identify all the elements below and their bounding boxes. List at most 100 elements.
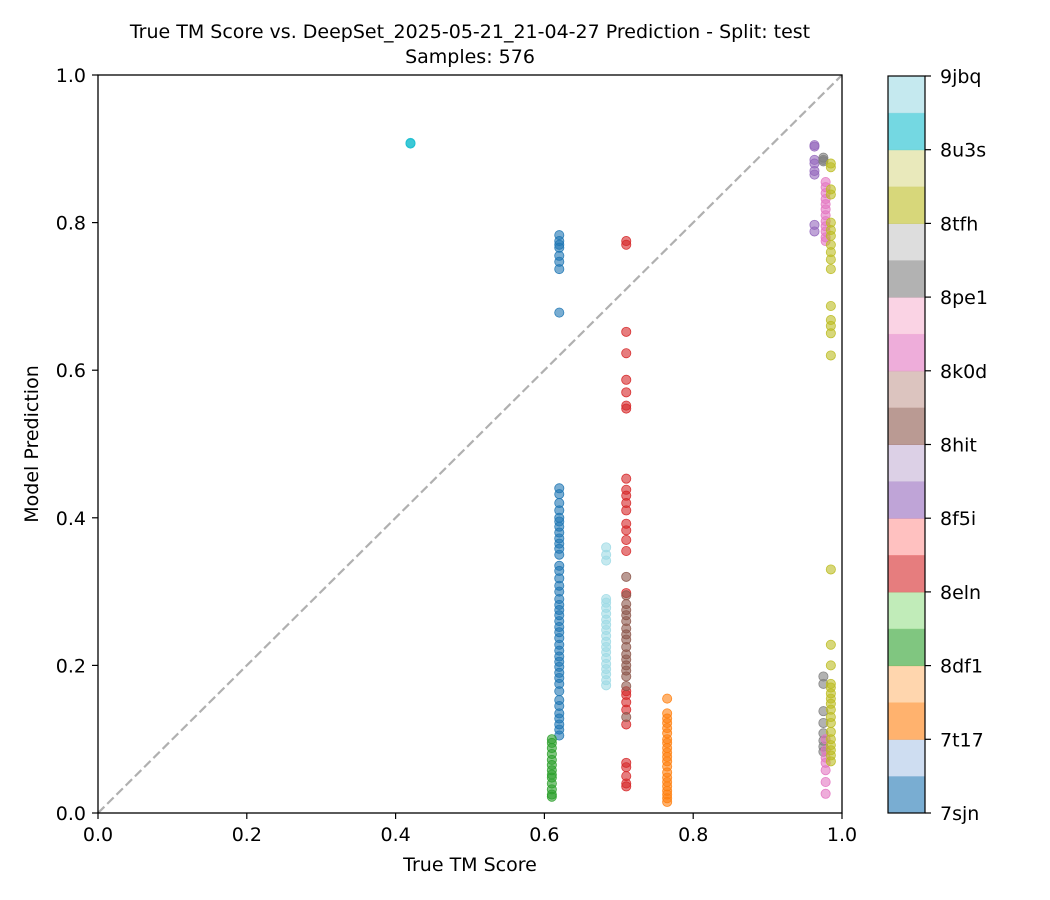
y-axis: 0.0 0.2 0.4 0.6 0.8 1.0 [56,65,98,825]
data-point [621,473,632,484]
data-point [809,169,820,180]
y-axis-label: Model Prediction [21,365,43,522]
x-tick-label: 0.2 [232,824,262,846]
x-tick-label: 0.6 [529,824,559,846]
colorbar-segment [888,739,925,777]
colorbar-label: 7sjn [940,803,979,825]
x-tick-label: 0.4 [380,824,410,846]
colorbar-segment [888,186,925,224]
colorbar-segment [888,481,925,519]
colorbar-segment [888,628,925,667]
data-point [825,756,836,767]
colorbar-segment [888,112,925,151]
data-point [825,189,836,200]
x-axis-label: True TM Score [402,854,537,876]
x-tick-label: 0.8 [678,824,708,846]
colorbar-label: 7t17 [940,729,984,751]
colorbar-segment [888,260,925,298]
colorbar-label: 8pe1 [940,287,988,309]
data-point [554,489,565,500]
colorbar: 7sjn 7t17 8df1 8eln 8f5i 8hit 8k0d 8pe1 8tfh 8u3s… [887,66,988,825]
data-point [621,239,632,250]
data-point [825,300,836,311]
data-point [621,374,632,385]
colorbar-segment [888,776,925,814]
data-point [825,264,836,275]
y-tick-label: 0.6 [56,360,86,382]
colorbar-label: 9jbq [940,66,982,88]
data-point [601,555,612,566]
data-point [825,717,836,728]
colorbar-label: 8k0d [940,361,987,383]
chart-title: True TM Score vs. DeepSet_2025-05-21_21-… [129,21,810,43]
y-tick-label: 0.8 [56,213,86,235]
data-point [621,781,632,792]
y-tick-label: 0.4 [56,508,86,530]
data-point [809,141,820,152]
data-point [825,639,836,650]
data-point [621,348,632,359]
colorbar-segment [888,370,925,409]
colorbar-segment [888,702,925,740]
data-point [825,230,836,241]
data-point [621,403,632,414]
data-point [621,326,632,337]
data-point [621,571,632,582]
colorbar-segment [888,665,925,703]
data-point [825,162,836,173]
colorbar-segment [888,407,925,445]
colorbar-segment [888,518,925,556]
data-point [621,590,632,601]
data-point [621,505,632,516]
plot-frame [97,74,843,814]
data-point [825,564,836,575]
x-axis: 0.0 0.2 0.4 0.6 0.8 1.0 [83,813,857,846]
data-point [621,712,632,723]
data-point [621,387,632,398]
data-point [621,546,632,557]
y-tick-label: 1.0 [56,65,86,87]
data-point [820,788,831,799]
data-point [554,307,565,318]
data-point [809,226,820,237]
colorbar-segment [888,333,925,372]
data-point [825,254,836,265]
colorbar-segment [888,444,925,482]
colorbar-label: 8u3s [940,140,986,162]
diagonal-reference-line [97,74,843,814]
colorbar-segment [888,149,925,188]
chart-subtitle: Samples: 576 [405,46,535,68]
data-point [621,525,632,536]
colorbar-segment [888,76,925,114]
x-tick-label: 1.0 [827,824,857,846]
data-point [554,686,565,697]
y-tick-label: 0.0 [56,803,86,825]
data-point [820,777,831,788]
colorbar-label: 8f5i [940,508,976,530]
data-point [621,534,632,545]
colorbar-label: 8hit [940,435,977,457]
data-point [662,796,673,807]
data-point [405,138,416,149]
y-tick-label: 0.2 [56,655,86,677]
data-point [554,549,565,560]
data-point [621,671,632,682]
colorbar-label: 8df1 [940,656,983,678]
colorbar-label: 8eln [940,582,981,604]
data-point [601,680,612,691]
colorbar-label: 8tfh [940,213,978,235]
data-point [662,693,673,704]
data-point [825,660,836,671]
colorbar-segment [888,223,925,261]
data-point [825,350,836,361]
colorbar-segment [888,555,925,593]
data-point [546,791,557,802]
data-point [825,328,836,339]
data-point [554,264,565,275]
x-tick-label: 0.0 [83,824,113,846]
data-points [405,137,836,807]
data-point [820,765,831,776]
colorbar-segment [888,591,925,630]
colorbar-segment [888,297,925,335]
